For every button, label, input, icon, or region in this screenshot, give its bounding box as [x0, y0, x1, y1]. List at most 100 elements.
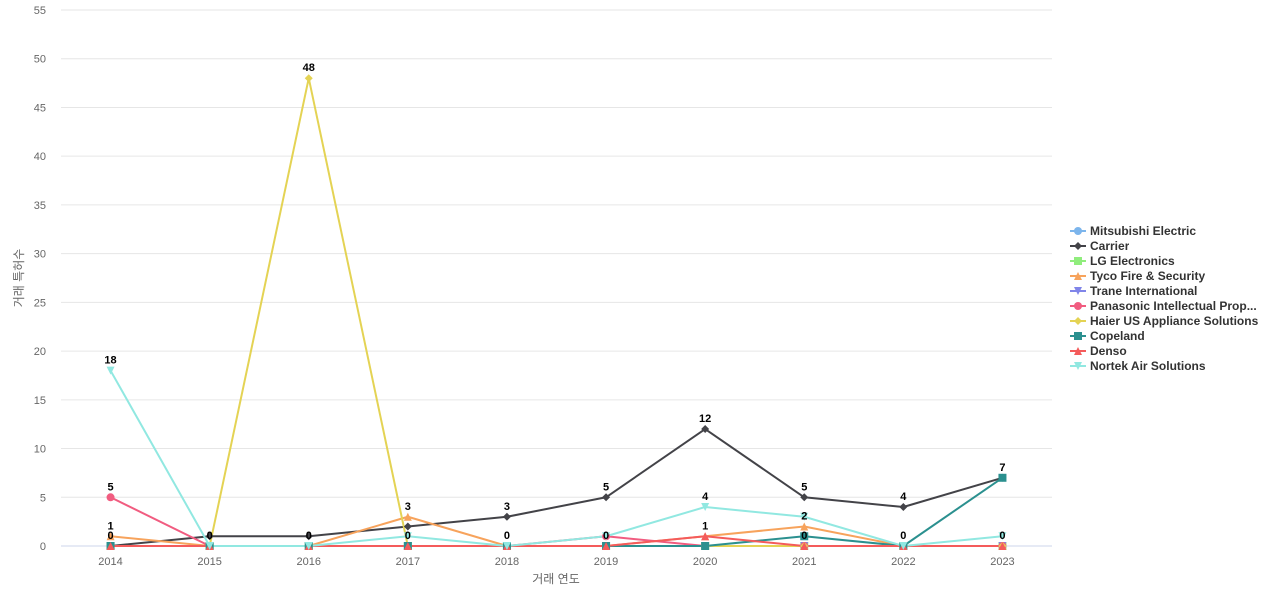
data-point-copeland[interactable] — [701, 542, 710, 550]
legend-label: Copeland — [1090, 328, 1145, 343]
legend-marker — [1074, 286, 1082, 295]
x-tick-label: 2021 — [792, 556, 816, 568]
data-label: 5 — [107, 481, 113, 493]
data-point-nortek-air-solutions[interactable] — [800, 512, 809, 521]
legend-symbol — [1070, 301, 1086, 310]
legend-item-mitsubishi-electric[interactable]: Mitsubishi Electric — [1070, 223, 1280, 238]
x-tick-label: 2018 — [495, 556, 519, 568]
legend-item-nortek-air-solutions[interactable]: Nortek Air Solutions — [1070, 358, 1280, 373]
series-line-nortek-air-solutions — [109, 369, 1004, 547]
legend-label: LG Electronics — [1090, 253, 1175, 268]
data-label: 5 — [801, 481, 807, 493]
legend-label: Nortek Air Solutions — [1090, 358, 1206, 373]
data-point-tyco-fire-security[interactable] — [106, 532, 115, 541]
legend-symbol — [1070, 226, 1086, 235]
data-label: 0 — [900, 530, 906, 542]
data-label: 18 — [104, 355, 116, 367]
data-point-carrier[interactable] — [602, 493, 611, 502]
data-point-copeland[interactable] — [800, 532, 809, 541]
y-tick-label: 55 — [34, 5, 46, 17]
legend-symbol — [1070, 286, 1086, 295]
data-point-panasonic-intellectual-prop[interactable] — [106, 493, 115, 502]
legend-marker — [1074, 346, 1082, 355]
y-tick-label: 5 — [40, 492, 46, 504]
data-label: 4 — [900, 491, 907, 503]
series-line-haier-us-appliance-solutions — [109, 77, 1004, 547]
series-line-carrier — [109, 428, 1004, 547]
x-tick-label: 2016 — [297, 556, 321, 568]
legend-label: Tyco Fire & Security — [1090, 268, 1206, 283]
data-point-nortek-air-solutions[interactable] — [304, 542, 313, 550]
legend-symbol — [1070, 331, 1086, 340]
data-label: 48 — [303, 62, 315, 74]
data-point-denso[interactable] — [800, 542, 809, 550]
data-point-denso[interactable] — [701, 532, 710, 541]
data-label: 3 — [405, 501, 411, 513]
data-label: 0 — [405, 530, 411, 542]
data-point-carrier[interactable] — [502, 512, 511, 521]
y-tick-label: 40 — [34, 151, 46, 163]
legend-item-copeland[interactable]: Copeland — [1070, 328, 1280, 343]
x-tick-label: 2020 — [693, 556, 717, 568]
data-label: 5 — [603, 481, 609, 493]
data-point-nortek-air-solutions[interactable] — [106, 366, 115, 375]
data-point-denso[interactable] — [602, 542, 611, 550]
data-point-carrier[interactable] — [304, 532, 313, 541]
data-point-nortek-air-solutions[interactable] — [502, 542, 511, 550]
data-point-nortek-air-solutions[interactable] — [205, 542, 214, 550]
x-tick-label: 2022 — [891, 556, 915, 568]
y-tick-label: 50 — [34, 54, 46, 66]
data-point-nortek-air-solutions[interactable] — [701, 503, 710, 512]
data-label: 0 — [207, 530, 213, 542]
data-label: 2 — [801, 511, 807, 523]
data-point-denso[interactable] — [106, 542, 115, 550]
data-point-copeland[interactable] — [998, 473, 1007, 482]
data-point-tyco-fire-security[interactable] — [800, 522, 809, 531]
legend-label: Denso — [1090, 343, 1127, 358]
x-tick-label: 2014 — [98, 556, 122, 568]
data-label: 0 — [306, 530, 312, 542]
legend-item-haier-us-appliance-solutions[interactable]: Haier US Appliance Solutions — [1070, 313, 1280, 328]
data-point-tyco-fire-security[interactable] — [403, 512, 412, 521]
data-point-denso[interactable] — [403, 542, 412, 550]
data-label: 0 — [603, 530, 609, 542]
series-markers — [106, 74, 1007, 550]
legend-item-carrier[interactable]: Carrier — [1070, 238, 1280, 253]
grid-lines — [61, 9, 1052, 498]
series-lines — [109, 77, 1004, 547]
data-point-nortek-air-solutions[interactable] — [403, 532, 412, 541]
legend: Mitsubishi Electric Carrier LG Electronics… — [1070, 223, 1280, 373]
data-point-nortek-air-solutions[interactable] — [602, 532, 611, 541]
data-point-haier-us-appliance-solutions[interactable] — [304, 74, 313, 83]
legend-item-tyco-fire-security[interactable]: Tyco Fire & Security — [1070, 268, 1280, 283]
data-point-carrier[interactable] — [800, 493, 809, 502]
legend-label: Haier US Appliance Solutions — [1090, 313, 1259, 328]
legend-marker — [1074, 241, 1082, 250]
data-point-carrier[interactable] — [205, 532, 214, 541]
legend-symbol — [1070, 241, 1086, 250]
data-label: 12 — [699, 413, 711, 425]
data-point-carrier[interactable] — [403, 522, 412, 531]
legend-label: Mitsubishi Electric — [1090, 223, 1197, 238]
data-point-nortek-air-solutions[interactable] — [998, 532, 1007, 541]
data-label: 0 — [107, 530, 113, 542]
x-axis-title: 거래 연도 — [532, 572, 580, 586]
legend-item-denso[interactable]: Denso — [1070, 343, 1280, 358]
data-point-nortek-air-solutions[interactable] — [899, 542, 908, 550]
legend-symbol — [1070, 316, 1086, 325]
legend-marker — [1074, 361, 1082, 370]
data-point-denso[interactable] — [998, 542, 1007, 550]
data-point-carrier[interactable] — [701, 425, 710, 434]
legend-marker — [1074, 301, 1082, 310]
y-tick-label: 15 — [34, 395, 46, 407]
x-tick-label: 2015 — [197, 556, 221, 568]
legend-item-trane-international[interactable]: Trane International — [1070, 283, 1280, 298]
legend-label: Panasonic Intellectual Prop... — [1090, 298, 1257, 313]
data-label: 0 — [504, 530, 510, 542]
legend-item-lg-electronics[interactable]: LG Electronics — [1070, 253, 1280, 268]
legend-item-panasonic-intellectual-prop[interactable]: Panasonic Intellectual Prop... — [1070, 298, 1280, 313]
data-label: 3 — [504, 501, 510, 513]
data-point-carrier[interactable] — [899, 503, 908, 512]
